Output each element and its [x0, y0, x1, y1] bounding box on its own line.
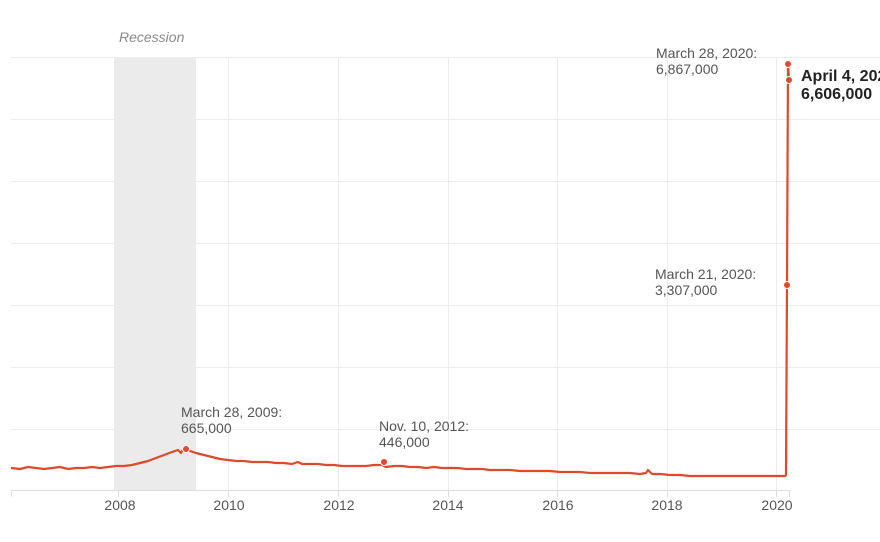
- annotation-mar21-date: March 21, 2020:: [655, 266, 757, 282]
- annotation-2012-date: Nov. 10, 2012:: [379, 418, 470, 434]
- x-tick-2012: 2012: [323, 497, 355, 513]
- annotation-2009: March 28, 2009: 665,000: [181, 404, 282, 436]
- annotation-2012: Nov. 10, 2012: 446,000: [379, 418, 469, 450]
- x-tick-2020: 2020: [761, 497, 793, 513]
- annotation-markers: [182, 60, 793, 466]
- recession-band: [114, 57, 196, 491]
- horizontal-gridlines: [11, 57, 880, 430]
- marker-mar28-2020: [784, 60, 792, 68]
- annotation-apr4-2020: April 4, 2020: 6,606,000: [801, 68, 880, 104]
- annotation-mar21-2020: March 21, 2020: 3,307,000: [655, 266, 756, 298]
- annotation-mar28-value: 6,867,000: [656, 61, 719, 77]
- marker-2009: [182, 445, 190, 453]
- recession-label: Recession: [119, 29, 185, 45]
- annotation-mar28-2020: March 28, 2020: 6,867,000: [656, 45, 757, 77]
- vertical-gridlines: [228, 57, 777, 491]
- x-tick-2008: 2008: [104, 497, 136, 513]
- x-tick-2018: 2018: [651, 497, 683, 513]
- x-tick-2010: 2010: [213, 497, 245, 513]
- marker-mar21-2020: [783, 281, 791, 289]
- annotation-mar28-date: March 28, 2020:: [656, 45, 758, 61]
- annotation-2012-value: 446,000: [379, 434, 430, 450]
- x-tick-2014: 2014: [432, 497, 464, 513]
- marker-apr4-2020: [785, 76, 793, 84]
- x-tick-2016: 2016: [542, 497, 574, 513]
- marker-2012: [380, 458, 388, 466]
- annotation-mar21-value: 3,307,000: [655, 282, 718, 298]
- annotation-apr4-date: April 4, 2020:: [801, 68, 880, 85]
- annotation-2009-date: March 28, 2009:: [181, 404, 283, 420]
- annotation-apr4-value: 6,606,000: [801, 86, 873, 103]
- x-axis: [11, 490, 790, 497]
- annotation-2009-value: 665,000: [181, 420, 232, 436]
